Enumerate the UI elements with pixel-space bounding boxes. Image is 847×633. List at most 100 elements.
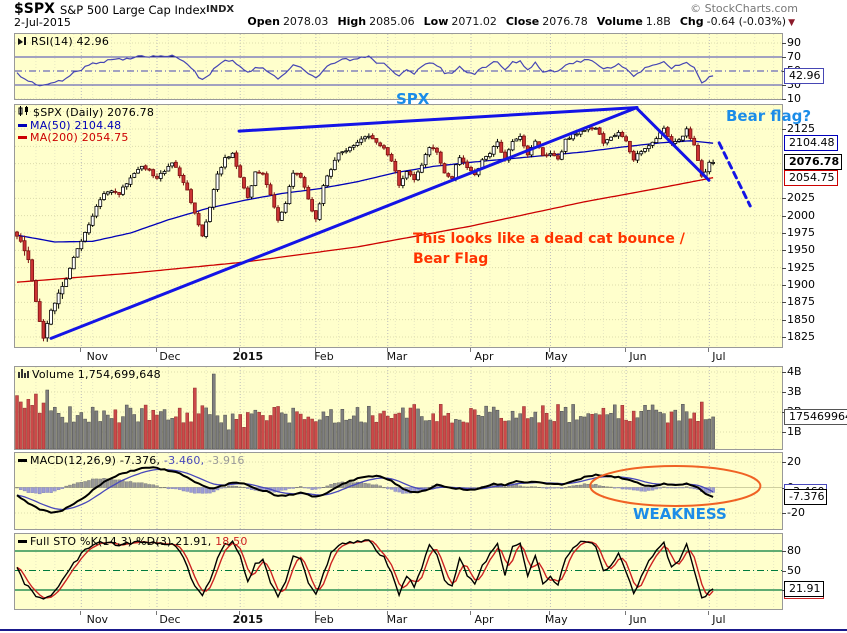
quote-field-value: 2071.02	[451, 15, 497, 28]
axis-tick-label: 4B	[782, 365, 802, 378]
x-axis-label: Nov	[86, 613, 109, 626]
x-axis-tick	[708, 611, 710, 615]
x-axis-label: Jun	[629, 350, 647, 363]
x-axis-label: Apr	[474, 613, 494, 626]
x-axis-tick	[386, 348, 388, 352]
rsi-panel	[14, 33, 783, 100]
copyright: © StockCharts.com	[690, 2, 798, 15]
stochastics-panel	[14, 533, 783, 610]
annotation-dead-cat-line1: This looks like a dead cat bounce /	[413, 231, 685, 247]
axis-value-box: 42.96	[784, 67, 824, 84]
sto-levels	[15, 550, 782, 591]
x-axis-label: 2015	[232, 613, 264, 626]
ma200-line	[16, 177, 714, 283]
x-axis-label: May	[544, 350, 568, 363]
price-legend-text: $SPX (Daily) 2076.78	[33, 106, 155, 119]
stochastics-plot	[15, 534, 782, 609]
x-axis-tick	[80, 611, 82, 615]
symbol-name: S&P 500 Large Cap Index	[60, 3, 207, 17]
macd-legend-values: MACD(12,26,9) -7.376,	[30, 454, 161, 467]
annotation-weakness: WEAKNESS	[633, 505, 727, 523]
ma50-legend: MA(50) 2104.48	[18, 119, 121, 132]
axis-tick-label: 1975	[782, 225, 815, 239]
rsi-plot	[15, 34, 782, 99]
x-axis-tick	[469, 611, 471, 615]
annotation-spx: SPX	[396, 90, 430, 108]
quote-field-label: Low	[423, 15, 449, 28]
annotation-bear-flag: Bear flag?	[726, 107, 812, 125]
x-axis-tick	[469, 348, 471, 352]
bar-chart-icon	[18, 368, 29, 381]
x-axis-label: Jul	[712, 613, 726, 626]
grid	[15, 105, 782, 347]
indicator-icon	[18, 35, 28, 48]
quote-field-label: Open	[247, 15, 280, 28]
macd-hist-value: -3.916	[207, 454, 245, 467]
rsi-legend-text: RSI(14) 42.96	[31, 35, 110, 48]
x-axis-label: Mar	[386, 350, 408, 363]
axis-tick-label: 2025	[782, 191, 815, 205]
trendlines	[49, 106, 752, 340]
sto-k-line-swatch	[18, 539, 27, 543]
x-axis-label: Apr	[474, 350, 494, 363]
x-axis-tick	[80, 348, 82, 352]
bottom-border	[0, 629, 847, 631]
axis-tick-label: 1950	[782, 243, 815, 257]
x-axis-tick	[549, 611, 551, 615]
x-axis-label: Dec	[159, 350, 181, 363]
x-axis-tick	[155, 611, 157, 615]
axis-tick-label: -20	[782, 506, 805, 519]
x-axis-label: Feb	[314, 613, 334, 626]
x-axis-tick	[314, 611, 316, 615]
x-axis-tick	[239, 348, 241, 352]
axis-tick-label: 2000	[782, 208, 815, 222]
grid	[15, 453, 782, 529]
x-axis-tick	[549, 348, 551, 352]
volume-legend: Volume 1,754,699,648	[18, 368, 161, 381]
quote-field-value: -0.64 (-0.03%)	[706, 15, 787, 28]
axis-tick-label: 1850	[782, 312, 815, 326]
ma200-legend-text: MA(200) 2054.75	[30, 131, 129, 144]
axis-tick-label: 2125	[782, 122, 815, 135]
axis-tick-label: 80	[782, 544, 801, 557]
quote-field-value: 2085.06	[369, 15, 415, 28]
price-plot	[15, 105, 782, 347]
x-axis-tick	[386, 611, 388, 615]
volume-legend-text: Volume 1,754,699,648	[32, 368, 161, 381]
volume-bars	[15, 373, 715, 449]
weakness-ellipse	[589, 464, 762, 507]
rsi-series	[15, 54, 782, 87]
quote-field-value: 1.8B	[645, 15, 671, 28]
annotation-dead-cat-line2: Bear Flag	[413, 251, 489, 267]
x-axis-label: Dec	[159, 613, 181, 626]
price-legend: $SPX (Daily) 2076.78	[18, 106, 154, 119]
axis-value-box: 1754699648	[784, 408, 847, 425]
sto-legend-values: Full STO %K(14,3) %D(3) 21.91,	[30, 535, 212, 548]
x-axis-label: Nov	[86, 350, 109, 363]
quote-field-label: Volume	[596, 15, 643, 28]
sto-legend: Full STO %K(14,3) %D(3) 21.91, 18.50	[18, 535, 248, 548]
quote-field-label: High	[337, 15, 367, 28]
axis-tick-label: 70	[782, 50, 801, 63]
macd-signal-value: -3.460,	[163, 454, 205, 467]
axis-value-box: 2076.78	[784, 154, 843, 171]
x-axis-tick	[155, 348, 157, 352]
x-axis-tick	[239, 611, 241, 615]
quote-field-label: Chg	[679, 15, 704, 28]
x-axis-label: Feb	[314, 350, 334, 363]
x-axis-tick	[625, 611, 627, 615]
macd-legend: MACD(12,26,9) -7.376, -3.460, -3.916	[18, 454, 245, 467]
axis-tick-label: 1875	[782, 295, 815, 309]
axis-tick-label: 20	[782, 455, 801, 468]
symbol-ticker: $SPX	[14, 1, 55, 17]
macd-panel	[14, 452, 783, 530]
macd-line-swatch	[18, 458, 27, 462]
rsi-legend: RSI(14) 42.96	[18, 35, 109, 48]
candlestick-icon	[18, 106, 30, 119]
x-axis-tick	[708, 348, 710, 352]
axis-tick-label: 90	[782, 36, 801, 49]
x-axis-tick	[314, 348, 316, 352]
axis-value-box: 21.91	[784, 580, 824, 597]
macd-histogram	[15, 478, 715, 495]
